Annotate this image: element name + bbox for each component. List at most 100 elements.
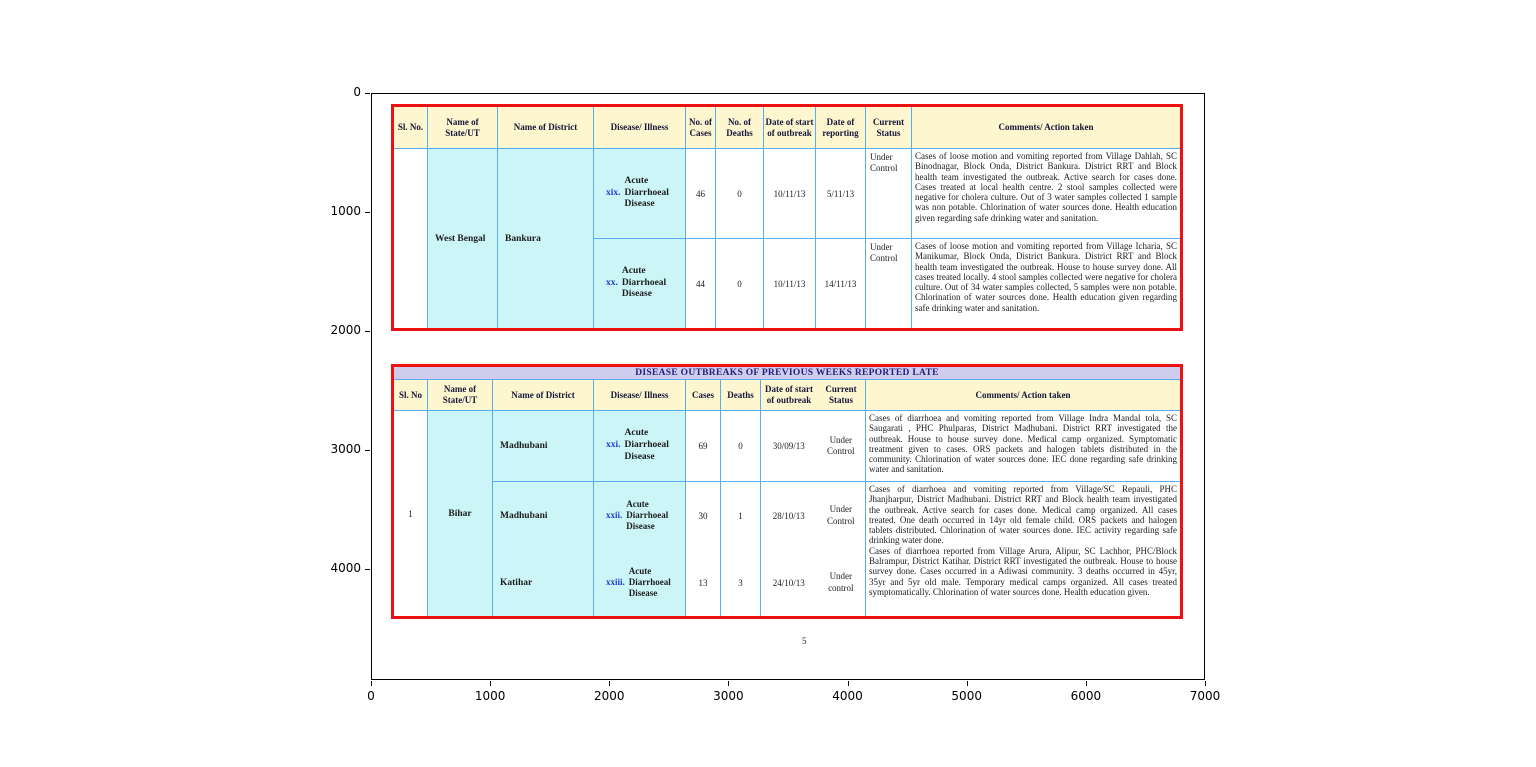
comments-cell: Cases of diarrhoea and vomiting reported… [866,411,1180,482]
column-header: Date of reporting [816,107,866,149]
x-tick-label: 7000 [1189,689,1221,703]
table-title: DISEASE OUTBREAKS OF PREVIOUS WEEKS REPO… [394,367,1180,380]
date-start: 30/09/13 [772,441,805,451]
y-tick-mark [365,212,370,213]
row-numeral: xxii. [606,509,623,520]
deaths-cell: 0 [716,149,764,239]
date-start: 28/10/13 [772,510,805,521]
row-numeral: xx. [606,277,618,288]
x-tick-mark [1205,681,1206,686]
date-report-cell: 5/11/13 [816,149,866,239]
page-number: 5 [802,636,807,646]
x-tick-label: 0 [367,689,375,703]
column-header: Deaths [721,380,761,411]
column-header: Sl. No [394,380,428,411]
x-tick-mark [490,681,492,686]
comments-cell: Cases of loose motion and vomiting repor… [912,149,1180,239]
x-tick-mark [966,681,968,686]
column-header-status: Current Status [825,384,857,405]
district-name: Madhubani [500,510,548,521]
column-header: Date of start of outbreak Current Status [761,380,866,411]
disease-entry: xxiii. Acute Diarrhoeal Disease [594,549,685,616]
state-cell: West Bengal [428,149,498,328]
column-header: Name of State/UT [428,380,493,411]
y-tick-label: 4000 [330,561,361,575]
comments-text: Cases of diarrhoea and vomiting reported… [869,484,1177,546]
column-header: Sl. No. [394,107,428,149]
status: Under control [828,571,854,593]
disease-name: Acute Diarrhoeal Disease [626,498,669,532]
date-status-cell: 30/09/13 Under Control [761,411,866,482]
disease-cell: xx. Acute Diarrhoeal Disease [594,239,686,328]
x-tick-mark [728,681,730,686]
column-header: Date of start of outbreak [764,107,816,149]
date-status-entry: 28/10/13 Under Control [761,482,865,549]
comments-text: Cases of diarrhoea reported from Village… [869,545,1177,597]
status-cell: Under Control [866,149,912,239]
column-header: Name of State/UT [428,107,498,149]
plot-axes: Sl. No. Name of State/UT Name of Distric… [371,93,1205,680]
column-header: Name of District [493,380,594,411]
cases-cell: 44 [686,239,716,328]
sl-no-cell [394,149,428,328]
date-start-cell: 10/11/13 [764,149,816,239]
x-tick-label: 4000 [832,689,863,703]
disease-name: Acute Diarrhoeal Disease [628,565,671,599]
outbreak-table-current-week: Sl. No. Name of State/UT Name of Distric… [391,104,1183,331]
deaths-value: 3 [738,577,743,588]
x-tick-label: 3000 [713,689,744,703]
disease-cell-merged: xxii. Acute Diarrhoeal Disease xxiii. Ac… [594,482,686,616]
column-header: Disease/ Illness [594,107,686,149]
y-tick-label: 3000 [330,442,361,456]
cases-value: 13 [698,577,708,588]
cases-cell-merged: 30 13 [686,482,721,616]
cases-cell: 69 [686,411,721,482]
y-tick-mark [365,331,370,332]
x-tick-mark [371,681,372,686]
deaths-cell: 0 [721,411,761,482]
district-name: Katihar [500,577,533,588]
date-report-cell: 14/11/13 [816,239,866,328]
column-header: Current Status [866,107,912,149]
row-numeral: xxi. [606,440,621,451]
row-numeral: xix. [606,187,621,198]
column-header-date: Date of start of outbreak [765,384,813,405]
sl-no-cell: 1 [394,411,428,616]
disease-name: Acute Diarrhoeal Disease [621,265,667,300]
row-numeral: xxiii. [606,576,625,587]
cases-value: 30 [698,510,708,521]
disease-entry: xxii. Acute Diarrhoeal Disease [594,482,685,549]
y-tick-mark [365,569,370,570]
column-header: Disease/ Illness [594,380,686,411]
y-tick-label: 0 [353,85,361,99]
y-tick-label: 1000 [330,204,361,218]
column-header: No. of Cases [686,107,716,149]
deaths-cell: 0 [716,239,764,328]
deaths-cell-merged: 1 3 [721,482,761,616]
x-tick-label: 1000 [474,689,506,703]
y-tick-mark [365,450,370,451]
comments-cell-merged: Cases of diarrhoea and vomiting reported… [866,482,1180,616]
status-cell: Under Control [866,239,912,328]
column-header: Comments/ Action taken [912,107,1180,149]
disease-name: Acute Diarrhoeal Disease [624,428,669,462]
x-tick-mark [609,681,611,686]
cases-cell: 46 [686,149,716,239]
column-header: Name of District [498,107,594,149]
disease-cell: xxi. Acute Diarrhoeal Disease [594,411,686,482]
x-tick-mark [1085,681,1087,686]
y-tick-label: 2000 [330,323,361,337]
deaths-value: 1 [738,510,743,521]
state-cell: Bihar [428,411,493,616]
disease-cell: xix. Acute Diarrhoeal Disease [594,149,686,239]
date-status-cell-merged: 28/10/13 Under Control 24/10/13 Under co… [761,482,866,616]
date-start: 24/10/13 [772,577,805,588]
column-header: No. of Deaths [716,107,764,149]
status: Under Control [827,504,855,526]
district-cell: Bankura [498,149,594,328]
column-header: Cases [686,380,721,411]
x-tick-label: 5000 [951,689,982,703]
date-start-cell: 10/11/13 [764,239,816,328]
outbreak-table-reported-late: DISEASE OUTBREAKS OF PREVIOUS WEEKS REPO… [391,364,1183,619]
